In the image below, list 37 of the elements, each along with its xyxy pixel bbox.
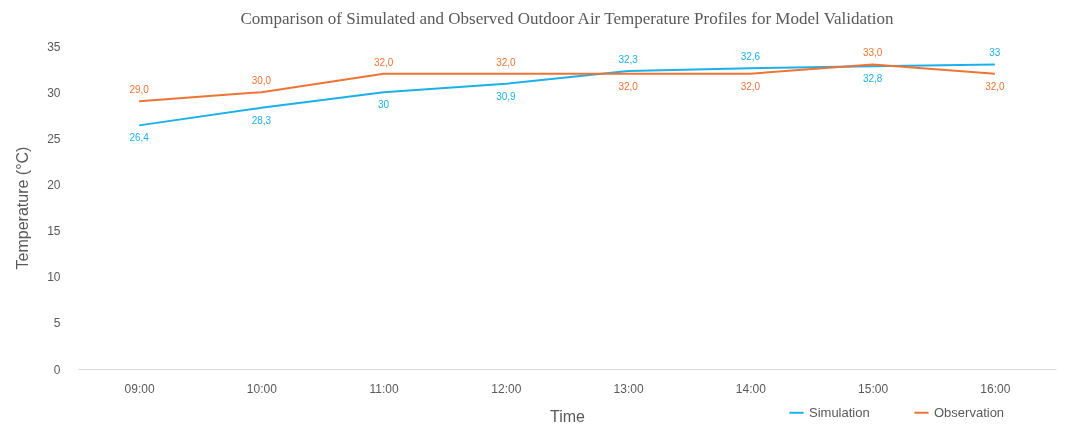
y-tick-label: 5: [53, 316, 61, 331]
y-tick-label: 20: [47, 177, 61, 192]
y-tick-label: 10: [47, 270, 61, 285]
y-tick-label: 25: [47, 131, 61, 146]
data-label: 33: [989, 47, 1001, 59]
y-tick-label: 15: [47, 224, 61, 239]
legend-label: Observation: [934, 404, 1005, 420]
y-tick-label: 35: [47, 39, 61, 54]
y-tick-label: 30: [47, 85, 61, 100]
data-label: 30,9: [496, 90, 517, 102]
data-label: 29,0: [129, 84, 150, 96]
data-label: 33,0: [862, 47, 883, 59]
data-label: 32,0: [985, 80, 1006, 92]
data-label: 26,4: [129, 132, 150, 144]
y-axis-title: Temperature (°C): [14, 146, 32, 270]
y-tick-label: 0: [53, 362, 61, 377]
x-tick-label: 11:00: [369, 381, 400, 396]
x-tick-label: 10:00: [246, 381, 278, 396]
chart-title: Comparison of Simulated and Observed Outdoor Air Temperature Profiles for Model Validation: [240, 9, 895, 28]
data-label: 32,0: [496, 56, 517, 68]
data-label: 30: [378, 99, 390, 111]
data-label: 32,8: [862, 73, 883, 85]
x-tick-label: 14:00: [735, 381, 767, 396]
data-label: 32,0: [373, 56, 394, 68]
data-label: 32,3: [618, 53, 639, 65]
x-tick-label: 12:00: [491, 381, 522, 396]
data-label: 32,6: [740, 51, 761, 63]
data-label: 28,3: [251, 114, 272, 126]
x-axis-title: Time: [550, 407, 586, 425]
x-tick-label: 16:00: [980, 381, 1011, 396]
x-tick-label: 09:00: [124, 381, 155, 396]
data-label: 32,0: [740, 80, 761, 92]
data-label: 30,0: [251, 75, 272, 87]
data-label: 32,0: [618, 80, 639, 92]
legend-label: Simulation: [809, 404, 870, 420]
x-tick-label: 13:00: [613, 381, 644, 396]
x-tick-label: 15:00: [858, 381, 889, 396]
